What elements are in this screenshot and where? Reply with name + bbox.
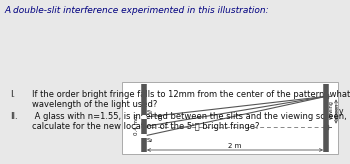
Text: y: y (339, 107, 343, 116)
Text: II.: II. (10, 112, 18, 121)
Bar (122, 82, 338, 154)
Text: S₁: S₁ (147, 110, 153, 115)
Text: A double-slit interference experimented in this illustration:: A double-slit interference experimented … (4, 6, 269, 15)
Text: A glass with n=1.55, is inserted between the slits and the viewing screen, how d: A glass with n=1.55, is inserted between… (32, 112, 350, 131)
Text: 0.4 mm: 0.4 mm (133, 114, 139, 135)
Text: S₂: S₂ (147, 138, 153, 143)
Text: viewing
screen: viewing screen (329, 101, 340, 119)
Text: If the order bright fringe falls to 12mm from the center of the pattern, what is: If the order bright fringe falls to 12mm… (32, 90, 350, 109)
Text: θ: θ (158, 116, 162, 122)
Text: I.: I. (10, 90, 15, 99)
Text: 2 m: 2 m (228, 143, 242, 149)
